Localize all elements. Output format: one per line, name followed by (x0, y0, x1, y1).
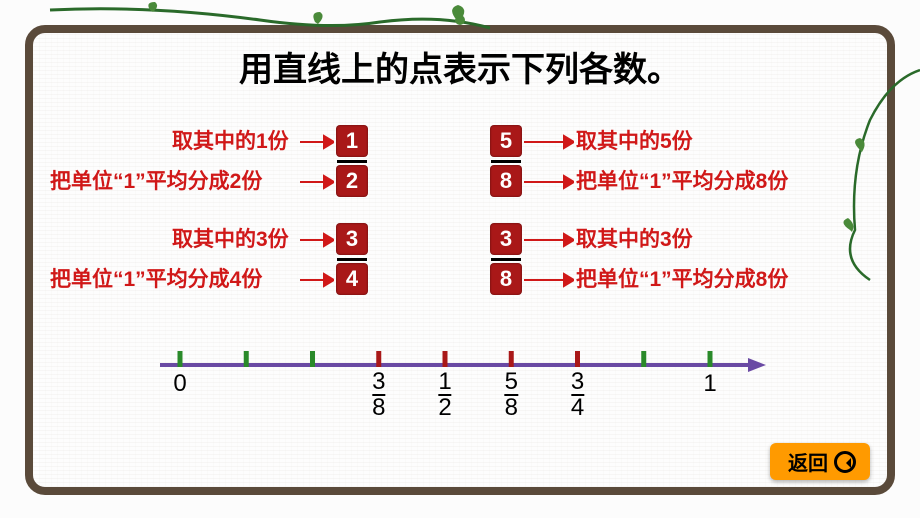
return-icon (834, 451, 856, 473)
fracC-bar (337, 258, 367, 261)
fracA-num-row: 取其中的1份 (172, 124, 289, 156)
fracD-num-row: 取其中的3份 (576, 222, 693, 254)
fracD-num-box: 3 (490, 223, 522, 255)
numberline-fraction-label: 12 (438, 370, 451, 420)
fracB-den-box: 8 (490, 165, 522, 197)
fracC-num-text: 取其中的3份 (172, 223, 289, 253)
arrow-icon (300, 174, 334, 190)
fracC-num-row: 取其中的3份 (172, 222, 289, 254)
fracB-bar (491, 160, 521, 163)
arrow-icon (524, 272, 574, 288)
fracA-den-box: 2 (336, 165, 368, 197)
number-line (150, 335, 770, 395)
fracD-den-text: 把单位“1”平均分成8份 (576, 263, 788, 293)
fracC-den-box: 4 (336, 263, 368, 295)
numberline-label: 0 (173, 370, 186, 398)
number-line-svg (150, 335, 770, 395)
fracA-num-text: 取其中的1份 (172, 125, 289, 155)
fracC-den-row: 把单位“1”平均分成4份 (50, 262, 262, 294)
fracA-num-box: 1 (336, 125, 368, 157)
fracA-bar (337, 160, 367, 163)
fracB-den-row: 把单位“1”平均分成8份 (576, 164, 788, 196)
numberline-fraction-label: 34 (571, 370, 584, 420)
arrow-icon (300, 134, 334, 150)
board-frame (25, 25, 895, 495)
return-button[interactable]: 返回 (770, 443, 870, 480)
arrow-icon (300, 272, 334, 288)
arrow-icon (524, 232, 574, 248)
fracD-num-text: 取其中的3份 (576, 223, 693, 253)
arrow-icon (300, 232, 334, 248)
return-button-label: 返回 (788, 447, 828, 476)
fracD-den-box: 8 (490, 263, 522, 295)
fracA-den-row: 把单位“1”平均分成2份 (50, 164, 262, 196)
fracA-den-text: 把单位“1”平均分成2份 (50, 165, 262, 195)
fracB-den-text: 把单位“1”平均分成8份 (576, 165, 788, 195)
arrow-icon (524, 174, 574, 190)
fracD-den-row: 把单位“1”平均分成8份 (576, 262, 788, 294)
arrow-icon (524, 134, 574, 150)
numberline-fraction-label: 38 (372, 370, 385, 420)
fracB-num-box: 5 (490, 125, 522, 157)
fracB-num-row: 取其中的5份 (576, 124, 693, 156)
fracD-bar (491, 258, 521, 261)
fracC-num-box: 3 (336, 223, 368, 255)
fracB-num-text: 取其中的5份 (576, 125, 693, 155)
page-title: 用直线上的点表示下列各数。 (0, 42, 920, 91)
numberline-fraction-label: 58 (505, 370, 518, 420)
numberline-label: 1 (703, 370, 716, 398)
fracC-den-text: 把单位“1”平均分成4份 (50, 263, 262, 293)
